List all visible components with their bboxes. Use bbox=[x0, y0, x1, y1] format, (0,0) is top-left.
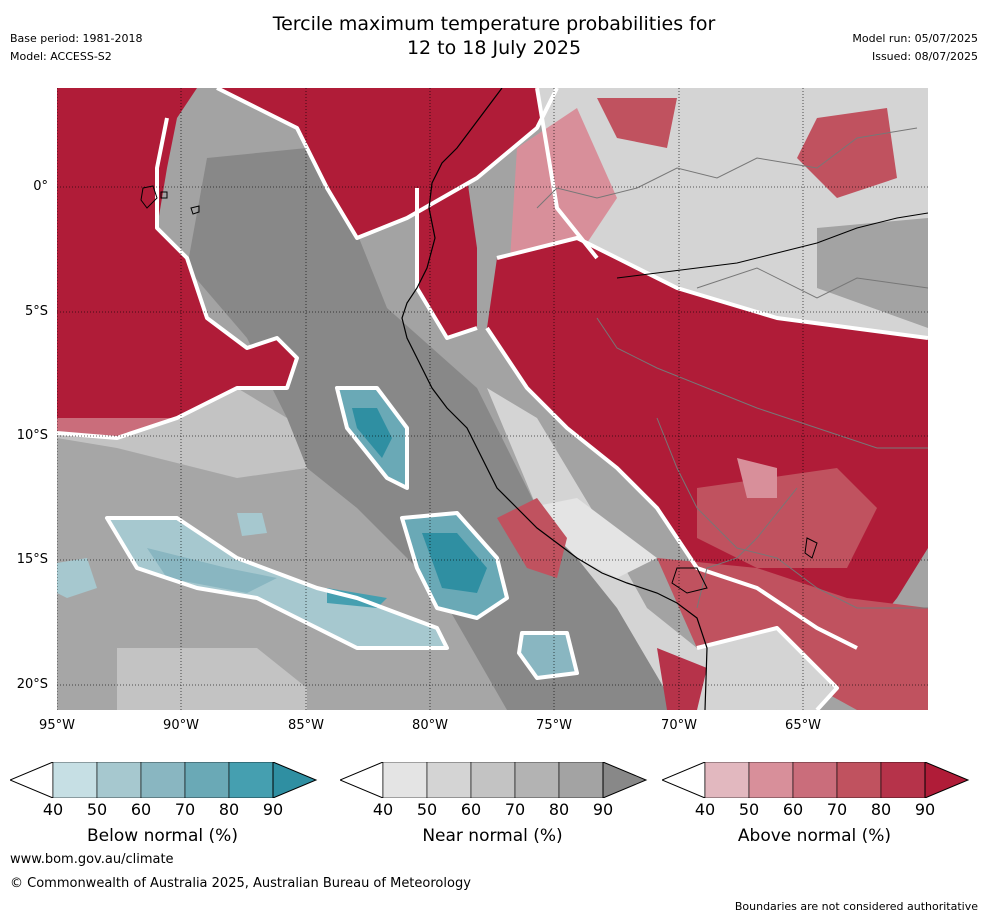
above-tick-50: 50 bbox=[738, 800, 760, 819]
issued-label: Issued: 08/07/2025 bbox=[871, 50, 978, 63]
above-normal-west-ocean bbox=[57, 88, 297, 418]
below-tick-40: 40 bbox=[42, 800, 64, 819]
lat-label-15s: 15°S bbox=[16, 552, 48, 567]
above-normal-title: Above normal (%) bbox=[737, 826, 892, 846]
map-canvas bbox=[57, 88, 928, 710]
lon-label-70w: 70°W bbox=[661, 718, 697, 733]
lon-label-65w: 65°W bbox=[785, 718, 821, 733]
above-tick-90: 90 bbox=[914, 800, 936, 819]
lat-label-10s: 10°S bbox=[16, 428, 48, 443]
above-normal-colorbar bbox=[662, 762, 970, 798]
above-normal-ne-patch-2 bbox=[797, 108, 897, 198]
near-normal-south-east-patch bbox=[697, 628, 837, 710]
country-borders bbox=[536, 127, 928, 609]
below-tick-80: 80 bbox=[218, 800, 240, 819]
above-tick-80: 80 bbox=[870, 800, 892, 819]
near-tick-60: 60 bbox=[460, 800, 482, 819]
map-title: Tercile maximum temperature probabilitie… bbox=[0, 12, 988, 60]
above-normal-interior-light bbox=[697, 468, 877, 568]
near-normal-title: Near normal (%) bbox=[422, 826, 563, 846]
near-normal-light-west bbox=[57, 388, 307, 478]
lake-outline bbox=[671, 567, 708, 594]
below-normal-offshore-north-core bbox=[352, 408, 392, 458]
near-tick-50: 50 bbox=[416, 800, 438, 819]
above-normal-coastal-band bbox=[417, 178, 477, 338]
website-link[interactable]: www.bom.gov.au/climate bbox=[10, 852, 174, 867]
below-normal-small-spot bbox=[237, 513, 267, 536]
above-normal-ne-patch-1 bbox=[597, 98, 677, 148]
lat-label-5s: 5°S bbox=[24, 304, 48, 319]
base-period-label: Base period: 1981-2018 bbox=[10, 32, 143, 45]
below-tick-60: 60 bbox=[130, 800, 152, 819]
near-normal-coastal-band bbox=[527, 498, 657, 578]
lon-label-85w: 85°W bbox=[288, 718, 324, 733]
above-tick-70: 70 bbox=[826, 800, 848, 819]
probability-map bbox=[57, 88, 928, 710]
near-tick-70: 70 bbox=[504, 800, 526, 819]
below-tick-70: 70 bbox=[174, 800, 196, 819]
near-tick-80: 80 bbox=[548, 800, 570, 819]
lat-label-0: 0° bbox=[33, 179, 48, 194]
lon-label-75w: 75°W bbox=[536, 718, 572, 733]
near-tick-90: 90 bbox=[592, 800, 614, 819]
near-tick-40: 40 bbox=[372, 800, 394, 819]
model-label: Model: ACCESS-S2 bbox=[10, 50, 112, 63]
below-normal-south-core bbox=[147, 548, 277, 593]
title-line-2: 12 to 18 July 2025 bbox=[406, 37, 582, 59]
above-normal-south-east bbox=[657, 558, 928, 710]
lat-label-20s: 20°S bbox=[16, 677, 48, 692]
lake-titicaca bbox=[804, 537, 818, 559]
below-tick-90: 90 bbox=[262, 800, 284, 819]
above-tick-60: 60 bbox=[782, 800, 804, 819]
lon-label-95w: 95°W bbox=[39, 718, 75, 733]
near-normal-light-south bbox=[117, 648, 307, 710]
near-normal-east-patch bbox=[817, 218, 928, 328]
below-normal-andes-spot bbox=[519, 633, 577, 678]
below-normal-west-edge bbox=[57, 558, 97, 598]
graticule bbox=[57, 88, 928, 710]
model-run-label: Model run: 05/07/2025 bbox=[852, 32, 978, 45]
below-tick-50: 50 bbox=[86, 800, 108, 819]
title-line-1: Tercile maximum temperature probabilitie… bbox=[272, 13, 716, 35]
near-normal-colorbar bbox=[340, 762, 648, 798]
copyright-text: © Commonwealth of Australia 2025, Austra… bbox=[10, 876, 471, 891]
above-tick-40: 40 bbox=[694, 800, 716, 819]
above-normal-north-band bbox=[217, 88, 557, 238]
below-normal-colorbar bbox=[10, 762, 318, 798]
lon-label-90w: 90°W bbox=[163, 718, 199, 733]
above-normal-south-strip bbox=[657, 648, 707, 710]
galapagos-islands bbox=[140, 185, 200, 215]
above-normal-interior-spot bbox=[737, 458, 777, 498]
lon-label-80w: 80°W bbox=[412, 718, 448, 733]
below-normal-offshore-south-core bbox=[422, 533, 487, 593]
coastline bbox=[401, 88, 708, 710]
near-normal-light-coast bbox=[487, 388, 777, 710]
above-normal-west-fringe bbox=[57, 418, 177, 438]
below-normal-south-band bbox=[107, 518, 447, 648]
contour-lines bbox=[57, 88, 928, 710]
below-normal-title: Below normal (%) bbox=[87, 826, 238, 846]
boundaries-disclaimer: Boundaries are not considered authoritat… bbox=[734, 900, 978, 913]
above-normal-coastal-patch bbox=[497, 498, 567, 578]
river-amazon bbox=[616, 212, 928, 279]
